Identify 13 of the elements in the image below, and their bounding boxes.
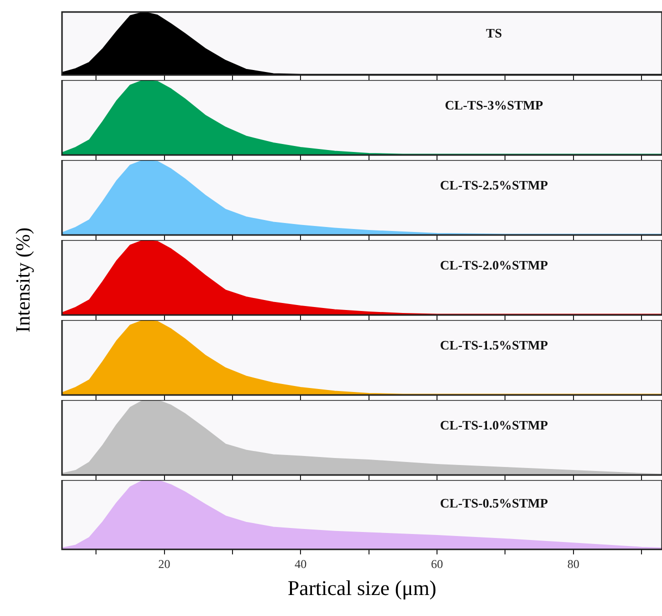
text: TS [486,25,502,40]
text: CL-TS-1.0%STMP [440,418,548,433]
x-tick-label: 80 [567,556,580,571]
x-axis-title: Partical size (μm) [288,576,436,600]
x-tick-label: 60 [431,556,443,571]
text: CL-TS-2.0%STMP [440,258,548,273]
series-label: CL-TS-0.5%STMP [440,496,548,511]
y-axis-title: Intensity (%) [12,228,36,332]
text: CL-TS-1.5%STMP [440,338,548,353]
x-tick-label: 40 [294,556,307,571]
text: CL-TS-2.5%STMP [440,178,548,193]
text: CL-TS-3%STMP [444,98,544,113]
x-tick-label: 20 [158,556,170,571]
